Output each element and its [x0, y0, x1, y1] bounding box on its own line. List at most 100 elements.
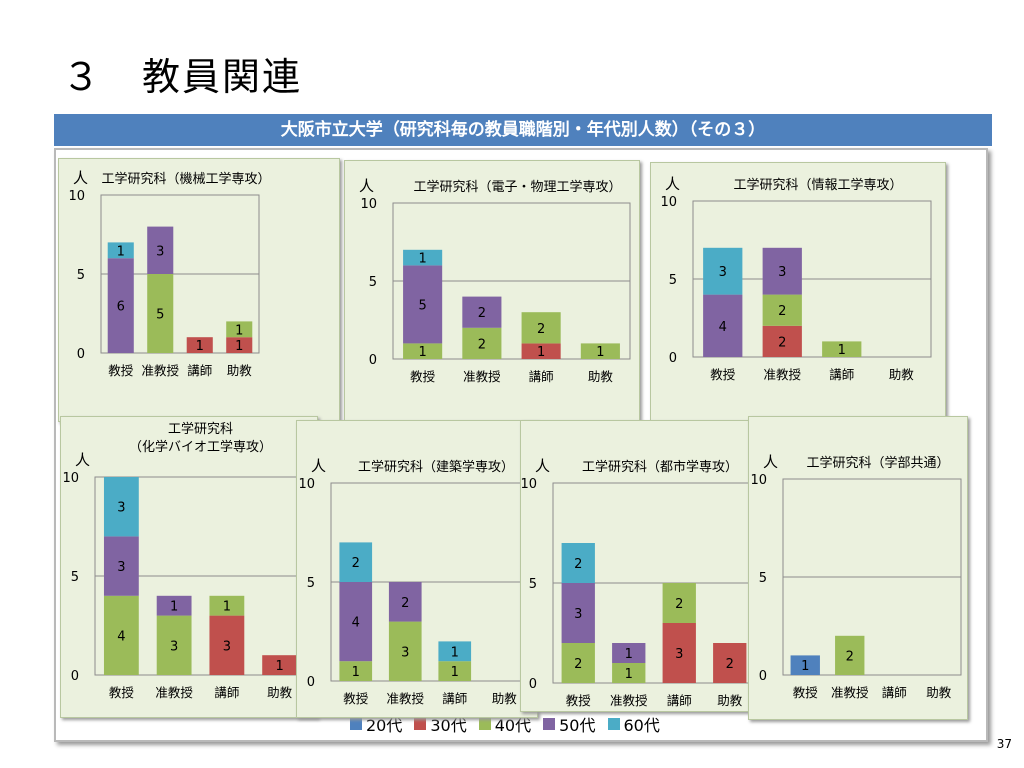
chart-title: 工学研究科（情報工学専攻）	[733, 177, 902, 193]
data-label-professor-40s: 4	[117, 629, 125, 644]
x-category-assistant-professor: 助教	[227, 363, 253, 378]
bar-associate-professor-40s	[388, 621, 422, 681]
chart-panel-chemical-bio: 人 工学研究科 （化学バイオ工学専攻） 0 5 10 4 3 3 教授 3 1 准教授 3 1 講師 1 助教	[60, 416, 318, 718]
bar-professor-50s	[561, 583, 595, 643]
legend-label-30s: 30代	[430, 716, 467, 735]
bar-professor-60s	[339, 542, 373, 582]
y-tick-label: 0	[669, 351, 677, 366]
bar-professor-50s	[339, 582, 373, 662]
bar-associate-professor-50s	[388, 582, 422, 622]
data-label-lecturer-30s: 1	[196, 339, 204, 354]
bar-lecturer-40s	[822, 341, 862, 357]
unit-label: 人	[763, 453, 778, 471]
data-label-professor-40s: 1	[352, 665, 360, 680]
y-tick-label: 0	[369, 353, 377, 368]
data-label-associate-professor-50s: 2	[401, 596, 409, 611]
data-label-professor-60s: 1	[418, 252, 426, 267]
x-category-associate-professor: 准教授	[831, 685, 869, 700]
bar-lecturer-30s	[186, 337, 213, 353]
legend-item-50s: 50代	[543, 712, 596, 736]
bar-associate-professor-40s	[147, 274, 174, 353]
bar-lecturer-30s	[209, 615, 245, 675]
bar-associate-professor-40s	[462, 327, 502, 359]
data-label-assistant-professor-30s: 2	[726, 657, 734, 672]
legend-label-60s: 60代	[623, 716, 660, 735]
data-label-associate-professor-30s: 2	[778, 335, 786, 350]
x-category-assistant-professor: 助教	[267, 685, 293, 700]
x-category-lecturer: 講師	[442, 691, 467, 706]
data-label-associate-professor-40s: 3	[170, 639, 178, 654]
bar-associate-professor-50s	[612, 643, 646, 663]
legend-swatch-60s	[607, 718, 620, 730]
x-category-professor: 教授	[343, 691, 369, 706]
bar-professor-60s	[103, 477, 139, 537]
chart-panel-information: 人 工学研究科（情報工学専攻） 0 5 10 4 3 教授 2 2 3 准教授 1 講師 助教	[650, 162, 946, 426]
unit-label: 人	[73, 169, 88, 187]
y-tick-label: 0	[77, 347, 85, 362]
y-tick-label: 0	[71, 669, 79, 684]
data-label-assistant-professor-40s: 1	[596, 345, 604, 360]
x-category-lecturer: 講師	[529, 369, 554, 384]
unit-label: 人	[535, 457, 550, 475]
x-category-lecturer: 講師	[214, 685, 239, 700]
data-label-lecturer-30s: 3	[675, 647, 683, 662]
data-label-professor-40s: 1	[418, 345, 426, 360]
bar-professor-50s	[107, 258, 134, 353]
data-label-professor-50s: 5	[418, 298, 426, 313]
x-category-lecturer: 講師	[829, 367, 854, 382]
legend-swatch-50s	[543, 718, 556, 730]
chart-panel-urban: 人 工学研究科（都市学専攻） 0 5 10 2 3 2 教授 1 1 准教授 3 2 講師 2 助教	[520, 420, 766, 712]
y-tick-label: 10	[660, 195, 677, 210]
data-label-associate-professor-50s: 2	[478, 306, 486, 321]
data-label-associate-professor-40s: 3	[401, 645, 409, 660]
data-label-associate-professor-40s: 2	[478, 337, 486, 352]
bar-professor-40s	[403, 343, 443, 359]
x-category-associate-professor: 准教授	[763, 367, 801, 382]
bar-professor-60s	[403, 249, 443, 266]
chart-title: 工学研究科（都市学専攻）	[582, 459, 738, 475]
x-category-professor: 教授	[109, 685, 135, 700]
banner-title: 大阪市立大学（研究科毎の教員職階別・年代別人数）（その３）	[54, 114, 992, 146]
bar-professor-60s	[703, 247, 743, 295]
data-label-associate-professor-40s: 5	[156, 308, 164, 323]
legend-item-60s: 60代	[607, 712, 660, 736]
bar-associate-professor-40s	[762, 294, 802, 326]
bar-lecturer-60s	[438, 641, 472, 662]
data-label-associate-professor-40s: 2	[846, 649, 854, 664]
y-tick-label: 10	[521, 477, 537, 492]
y-tick-label: 10	[298, 477, 315, 492]
data-label-lecturer-30s: 3	[223, 639, 231, 654]
legend-swatch-20s	[350, 718, 362, 730]
bar-professor-60s	[107, 242, 134, 259]
data-label-professor-50s: 4	[352, 616, 360, 631]
bar-lecturer-30s	[662, 623, 696, 683]
x-category-professor: 教授	[793, 685, 819, 700]
y-tick-label: 5	[369, 275, 377, 290]
y-tick-label: 0	[529, 677, 537, 692]
bar-associate-professor-30s	[762, 325, 802, 357]
y-tick-label: 10	[750, 473, 767, 488]
data-label-associate-professor-50s: 3	[778, 265, 786, 280]
y-tick-label: 0	[307, 675, 315, 690]
data-label-associate-professor-50s: 1	[625, 647, 633, 662]
data-label-professor-50s: 3	[574, 607, 582, 622]
data-label-associate-professor-40s: 1	[625, 667, 633, 682]
x-category-assistant-professor: 助教	[926, 685, 952, 700]
data-label-lecturer-60s: 1	[451, 645, 459, 660]
y-tick-label: 10	[62, 471, 79, 486]
bar-lecturer-40s	[209, 595, 245, 616]
bar-associate-professor-50s	[462, 296, 502, 328]
data-label-professor-50s: 3	[117, 560, 125, 575]
x-category-assistant-professor: 助教	[588, 369, 614, 384]
data-label-professor-40s: 2	[574, 657, 582, 672]
bar-professor-50s	[403, 265, 443, 344]
x-category-associate-professor: 准教授	[463, 369, 501, 384]
x-category-assistant-professor: 助教	[492, 691, 518, 706]
y-tick-label: 5	[71, 570, 79, 585]
data-label-professor-60s: 2	[352, 556, 360, 571]
chart-title: 工学研究科（学部共通）	[806, 455, 949, 471]
bar-lecturer-30s	[521, 343, 561, 359]
x-category-associate-professor: 准教授	[155, 685, 193, 700]
bar-associate-professor-50s	[762, 247, 802, 295]
chart-title: 工学研究科（電子・物理工学専攻）	[413, 179, 621, 195]
